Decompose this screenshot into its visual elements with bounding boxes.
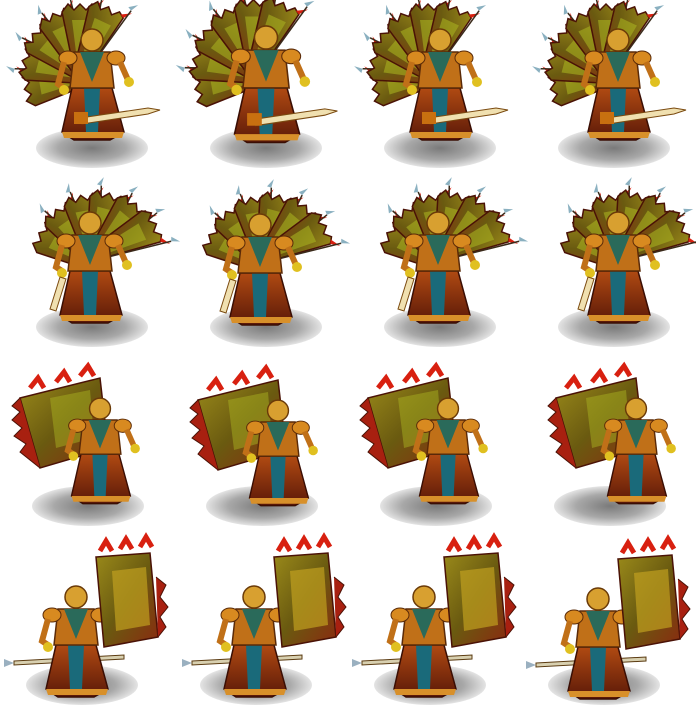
row-4: [4, 537, 690, 705]
sprite: [352, 537, 516, 705]
sprite: [541, 152, 696, 347]
sprite: [0, 0, 162, 168]
sprite: [361, 152, 542, 347]
row-2: [13, 152, 696, 347]
sprite: [149, 0, 339, 168]
row-1: [0, 0, 688, 168]
sprite: [13, 152, 194, 347]
sprite: [507, 0, 688, 168]
sprite: [190, 368, 318, 526]
sprite: [12, 366, 144, 526]
sprite: [360, 366, 492, 526]
sprite: [183, 154, 364, 347]
sprite: [329, 0, 510, 168]
sprite: [4, 537, 168, 705]
sprite: [182, 537, 346, 705]
row-3: [12, 366, 676, 526]
sprite: [548, 366, 676, 526]
sprite: [526, 539, 690, 705]
